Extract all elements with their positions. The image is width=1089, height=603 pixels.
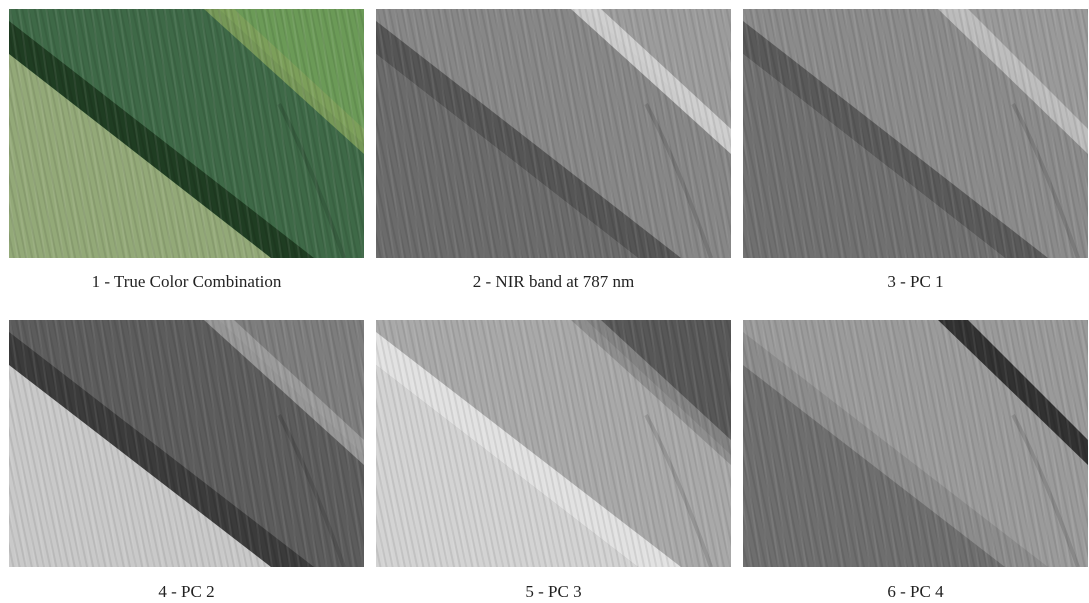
texture (9, 320, 364, 567)
image-panel (9, 9, 364, 258)
caption: 5 - PC 3 (525, 582, 581, 601)
image (376, 9, 731, 258)
texture (743, 9, 1088, 258)
image (743, 320, 1088, 567)
texture (743, 320, 1088, 567)
image (743, 9, 1088, 258)
image-panel (376, 9, 731, 258)
caption: 6 - PC 4 (887, 582, 944, 601)
image (376, 320, 731, 567)
image (9, 9, 364, 258)
figure: 1 - True Color Combination 2 - NIR band a… (0, 0, 1089, 603)
texture (9, 9, 364, 258)
caption: 2 - NIR band at 787 nm (473, 272, 634, 291)
texture (376, 9, 731, 258)
caption: 4 - PC 2 (158, 582, 214, 601)
image-panel (743, 320, 1088, 567)
image (9, 320, 364, 567)
image-panel (376, 320, 731, 567)
image-panel (743, 9, 1088, 258)
image-panel (9, 320, 364, 567)
caption: 3 - PC 1 (887, 272, 943, 291)
texture (376, 320, 731, 567)
caption: 1 - True Color Combination (92, 272, 282, 291)
